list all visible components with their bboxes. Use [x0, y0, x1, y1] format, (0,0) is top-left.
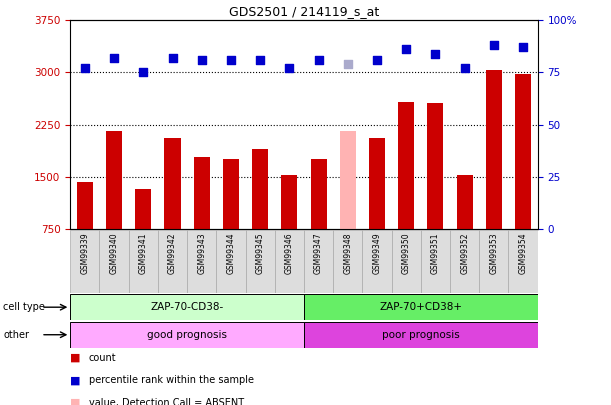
Bar — [392, 230, 421, 293]
Bar — [304, 294, 538, 320]
Bar — [304, 322, 538, 348]
Bar — [479, 230, 508, 293]
Bar — [450, 230, 479, 293]
Bar — [333, 230, 362, 293]
Text: ZAP-70-CD38-: ZAP-70-CD38- — [150, 302, 224, 312]
Bar — [508, 230, 538, 293]
Bar — [246, 230, 275, 293]
Bar — [398, 102, 414, 281]
Text: GSM99339: GSM99339 — [81, 232, 89, 274]
Text: GSM99349: GSM99349 — [373, 232, 381, 274]
Bar — [362, 230, 392, 293]
Text: GSM99342: GSM99342 — [168, 232, 177, 274]
Point — [255, 57, 265, 63]
Text: GSM99352: GSM99352 — [460, 232, 469, 274]
Text: GSM99346: GSM99346 — [285, 232, 294, 274]
Bar — [275, 230, 304, 293]
Text: GSM99351: GSM99351 — [431, 232, 440, 274]
Point — [80, 65, 90, 71]
Point — [518, 44, 528, 51]
Bar — [187, 230, 216, 293]
Bar — [369, 138, 385, 281]
Bar — [135, 189, 152, 281]
Bar — [304, 230, 333, 293]
Point — [167, 55, 177, 61]
Bar — [100, 230, 129, 293]
Bar — [310, 159, 327, 281]
Bar — [70, 230, 100, 293]
Text: percentile rank within the sample: percentile rank within the sample — [89, 375, 254, 385]
Text: GSM99354: GSM99354 — [519, 232, 527, 274]
Text: ZAP-70+CD38+: ZAP-70+CD38+ — [379, 302, 463, 312]
Bar — [223, 159, 239, 281]
Bar — [486, 70, 502, 281]
Text: GSM99345: GSM99345 — [255, 232, 265, 274]
Title: GDS2501 / 214119_s_at: GDS2501 / 214119_s_at — [229, 5, 379, 18]
Text: GSM99344: GSM99344 — [227, 232, 235, 274]
Text: poor prognosis: poor prognosis — [382, 330, 459, 340]
Bar — [164, 139, 180, 281]
Point — [459, 65, 469, 71]
Point — [313, 57, 323, 63]
Text: ■: ■ — [70, 398, 81, 405]
Bar — [158, 230, 187, 293]
Bar — [70, 294, 304, 320]
Text: GSM99350: GSM99350 — [401, 232, 411, 274]
Bar — [77, 181, 93, 281]
Text: cell type: cell type — [3, 302, 45, 312]
Point — [372, 57, 382, 63]
Text: GSM99347: GSM99347 — [314, 232, 323, 274]
Bar — [421, 230, 450, 293]
Bar — [252, 149, 268, 281]
Point — [109, 55, 119, 61]
Text: good prognosis: good prognosis — [147, 330, 227, 340]
Bar — [428, 103, 444, 281]
Text: GSM99353: GSM99353 — [489, 232, 499, 274]
Bar — [216, 230, 246, 293]
Point — [139, 69, 148, 76]
Text: GSM99343: GSM99343 — [197, 232, 207, 274]
Bar — [340, 131, 356, 281]
Point — [226, 57, 236, 63]
Point — [343, 61, 353, 67]
Text: GSM99341: GSM99341 — [139, 232, 148, 274]
Text: value, Detection Call = ABSENT: value, Detection Call = ABSENT — [89, 398, 244, 405]
Point — [489, 42, 499, 49]
Bar — [70, 322, 304, 348]
Point — [401, 46, 411, 53]
Text: count: count — [89, 353, 116, 363]
Point — [197, 57, 207, 63]
Bar — [456, 175, 473, 281]
Bar — [106, 131, 122, 281]
Bar — [515, 74, 531, 281]
Point — [431, 50, 441, 57]
Text: ■: ■ — [70, 375, 81, 385]
Text: GSM99348: GSM99348 — [343, 232, 353, 274]
Bar — [129, 230, 158, 293]
Text: ■: ■ — [70, 353, 81, 363]
Text: GSM99340: GSM99340 — [109, 232, 119, 274]
Bar — [194, 156, 210, 281]
Bar — [281, 175, 298, 281]
Point — [285, 65, 295, 71]
Text: other: other — [3, 330, 29, 340]
